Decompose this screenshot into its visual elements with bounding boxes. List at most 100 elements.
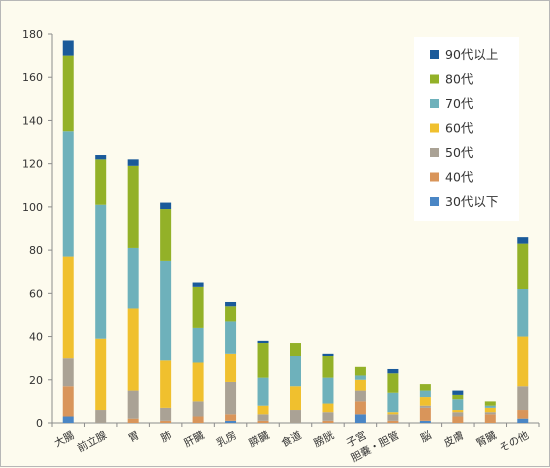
bar-segment — [354, 390, 366, 402]
x-category-label: 膵臓 — [247, 429, 272, 450]
y-tick-label: 40 — [29, 331, 43, 344]
y-tick-labels: 0 20 40 60 80 100 120 140 160 180 — [22, 28, 43, 430]
x-category-label-group: 乳房 — [214, 428, 239, 449]
bar-segment — [452, 412, 464, 417]
x-category-labels: 大腸 前立腺胃肺肝臓 乳房 膵臓 食道 膀胱 子宮胆嚢・胆管脳皮膚 腎臓 その他 — [52, 428, 532, 464]
bar-segment — [160, 407, 172, 421]
bar-segment — [484, 412, 496, 415]
bar-segment — [225, 306, 237, 322]
legend-label: 40代 — [445, 170, 474, 185]
legend: 90代以上 80代 70代 60代 50代 40代 30代以下 — [414, 37, 519, 221]
bar-segment — [62, 416, 74, 423]
x-category-label-group: 肺 — [159, 429, 174, 445]
bar-segment — [127, 247, 139, 309]
bar-segment — [257, 343, 269, 378]
bar-segment — [257, 420, 269, 423]
x-category-label: 肝臓 — [182, 429, 207, 450]
bar-segment — [225, 381, 237, 415]
bar-segment — [225, 414, 237, 421]
legend-label: 50代 — [445, 145, 474, 160]
x-category-label-group: 腎臓 — [474, 429, 499, 450]
y-tick-label: 20 — [29, 374, 43, 387]
x-category-label-group: 皮膚 — [441, 428, 466, 449]
bar-segment — [484, 414, 496, 423]
bar-segment — [290, 410, 301, 423]
bar-segment — [225, 420, 237, 423]
bar-segment — [192, 282, 204, 287]
bar-segment — [62, 358, 74, 387]
bar-segment — [192, 286, 204, 328]
bar-segment — [257, 377, 269, 406]
x-category-label-group: 肝臓 — [182, 429, 207, 450]
bar-segment — [354, 366, 366, 376]
bars-layer — [62, 40, 529, 423]
x-category-label: 胃 — [126, 429, 141, 445]
bar-segment — [160, 360, 172, 408]
legend-label: 90代以上 — [445, 47, 498, 62]
x-category-label: 大腸 — [52, 428, 77, 450]
y-tick-label: 180 — [22, 28, 43, 41]
bar-segment — [127, 308, 139, 391]
bar-segment — [354, 414, 366, 423]
x-category-label: 腎臓 — [474, 429, 499, 450]
x-category-label: 乳房 — [214, 428, 239, 449]
bar-segment — [452, 394, 464, 400]
bar-segment — [387, 392, 399, 413]
y-tick-label: 60 — [29, 287, 43, 300]
legend-label: 30代以下 — [445, 194, 498, 209]
bar-segment — [62, 256, 74, 359]
bar-segment — [517, 237, 529, 244]
bar-segment — [419, 407, 431, 421]
bar-segment — [517, 336, 529, 387]
bar-segment — [452, 399, 464, 411]
bar-segment — [452, 390, 464, 395]
y-tick-label: 80 — [29, 244, 43, 257]
bar-segment — [95, 204, 107, 339]
bar-segment — [419, 405, 431, 408]
x-category-label-group: 膵臓 — [247, 429, 272, 450]
bar-segment — [95, 410, 107, 423]
bar-segment — [127, 165, 139, 248]
x-category-label-group: その他 — [497, 428, 531, 455]
x-category-label: 脳 — [419, 429, 434, 445]
bar-segment — [354, 379, 366, 391]
bar-segment — [257, 405, 269, 415]
bar-segment — [354, 375, 366, 380]
bar-segment — [192, 327, 204, 363]
bar-segment — [484, 405, 496, 408]
bar-segment — [322, 356, 334, 378]
x-category-label-group: 食道 — [279, 428, 304, 450]
legend-swatch — [430, 123, 439, 133]
bar-segment — [517, 289, 529, 337]
bar-segment — [95, 338, 107, 411]
x-category-label-group: 大腸 — [52, 428, 77, 450]
bar-segment — [517, 410, 529, 419]
bar-segment — [419, 420, 431, 423]
legend-swatch — [430, 197, 439, 206]
bar-segment — [517, 418, 529, 423]
bar-segment — [192, 416, 204, 423]
legend-label: 70代 — [445, 96, 474, 111]
bar-segment — [95, 159, 107, 205]
bar-segment — [484, 407, 496, 413]
bar-segment — [160, 202, 172, 210]
y-tick-label: 140 — [22, 114, 43, 127]
bar-segment — [290, 386, 301, 411]
bar-segment — [354, 401, 366, 415]
bar-segment — [387, 412, 399, 415]
bar-segment — [160, 260, 172, 361]
bar-segment — [387, 414, 399, 421]
bar-segment — [127, 159, 139, 166]
bar-segment — [517, 386, 529, 411]
legend-swatch — [430, 74, 439, 84]
x-category-label: その他 — [497, 428, 531, 455]
legend-swatch — [430, 50, 439, 59]
bar-segment — [452, 410, 464, 413]
bar-segment — [62, 131, 74, 257]
bar-segment — [160, 420, 172, 423]
bar-segment — [127, 418, 139, 423]
bar-segment — [419, 390, 431, 398]
y-tick-label: 100 — [22, 201, 43, 214]
bar-segment — [387, 368, 399, 374]
bar-segment — [419, 397, 431, 406]
